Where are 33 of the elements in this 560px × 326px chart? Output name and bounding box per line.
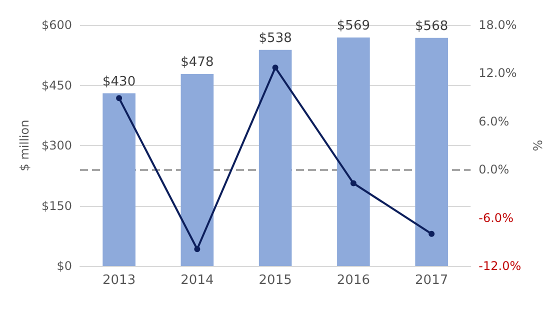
point bbox=[428, 230, 435, 237]
data-label: $569 bbox=[336, 18, 370, 34]
data-label: $538 bbox=[258, 30, 292, 46]
data-label: $430 bbox=[102, 74, 136, 90]
x-tick-label: 2013 bbox=[102, 273, 136, 288]
data-label: $568 bbox=[415, 18, 448, 34]
point bbox=[194, 246, 200, 252]
bar bbox=[180, 74, 214, 266]
bar bbox=[337, 37, 370, 266]
y2-tick-label: 6.0% bbox=[478, 114, 510, 128]
point bbox=[272, 64, 278, 71]
y-axis-title: $ million bbox=[18, 120, 32, 172]
bar bbox=[102, 93, 136, 266]
y-tick-label: $150 bbox=[41, 198, 72, 213]
y-tick-label: $600 bbox=[41, 18, 72, 32]
bar bbox=[258, 50, 292, 266]
y2-tick-label: -12.0% bbox=[478, 259, 522, 273]
point bbox=[350, 180, 356, 186]
y-tick-label: $300 bbox=[41, 138, 72, 152]
y-tick-label: $0 bbox=[56, 259, 72, 273]
y2-tick-label: 12.0% bbox=[478, 66, 517, 80]
y2-tick-label: 0.0% bbox=[478, 162, 510, 177]
x-tick-label: 2014 bbox=[180, 273, 214, 288]
bar bbox=[415, 38, 448, 266]
y2-tick-label: -6.0% bbox=[478, 210, 514, 225]
y2-tick-label: 18.0% bbox=[478, 18, 517, 32]
x-tick-label: 2017 bbox=[415, 273, 448, 288]
y-tick-label: $450 bbox=[41, 78, 72, 92]
x-tick-label: 2015 bbox=[258, 273, 292, 288]
y2-axis-title: % bbox=[531, 140, 545, 152]
data-label: $478 bbox=[180, 55, 214, 70]
point bbox=[116, 95, 122, 102]
x-tick-label: 2016 bbox=[336, 273, 370, 288]
